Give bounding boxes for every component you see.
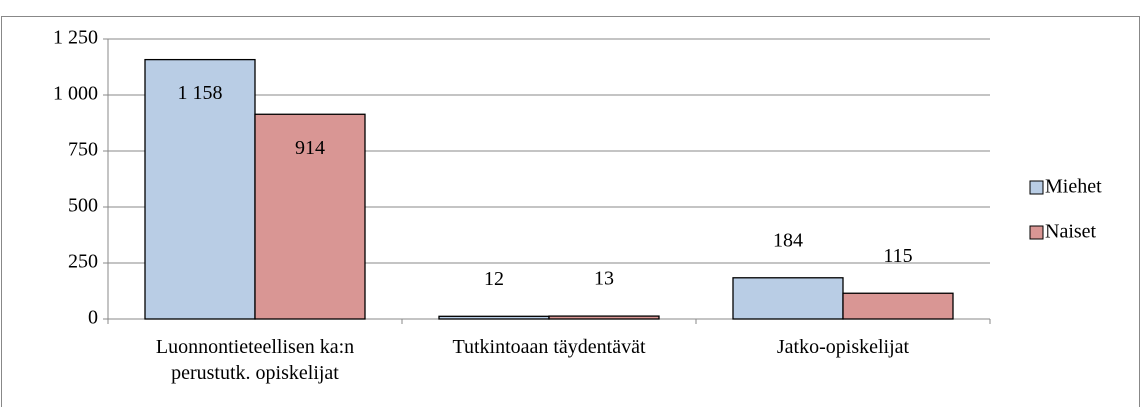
x-tick-label: Luonnontieteellisen ka:n perustutk. opis… [155,336,355,384]
bar [548,315,660,320]
legend-swatch [1029,180,1044,195]
data-label: 13 [594,268,614,290]
data-label: 1 158 [178,82,223,104]
y-tick-label: 250 [68,251,98,273]
x-tick-label: Jatko-opiskelijat [776,336,910,358]
y-tick-label: 500 [68,195,98,217]
legend-label: Miehet [1045,176,1102,198]
data-label: 115 [883,245,912,267]
chart-border [1,16,1140,407]
data-label: 914 [295,137,325,159]
legend-swatch [1029,225,1044,240]
x-tick-label: Tutkintoaan täydentävät [452,336,646,358]
bar [732,277,844,320]
data-label: 184 [773,229,803,251]
data-label: 12 [484,268,504,290]
y-tick-label: 0 [88,307,98,329]
bar [438,315,550,320]
legend-label: Naiset [1045,221,1097,243]
y-tick-label: 1 250 [53,27,98,49]
y-tick-label: 1 000 [53,83,98,105]
bar [144,58,256,320]
bar [842,292,954,320]
y-tick-label: 750 [68,139,98,161]
bar [254,113,366,320]
